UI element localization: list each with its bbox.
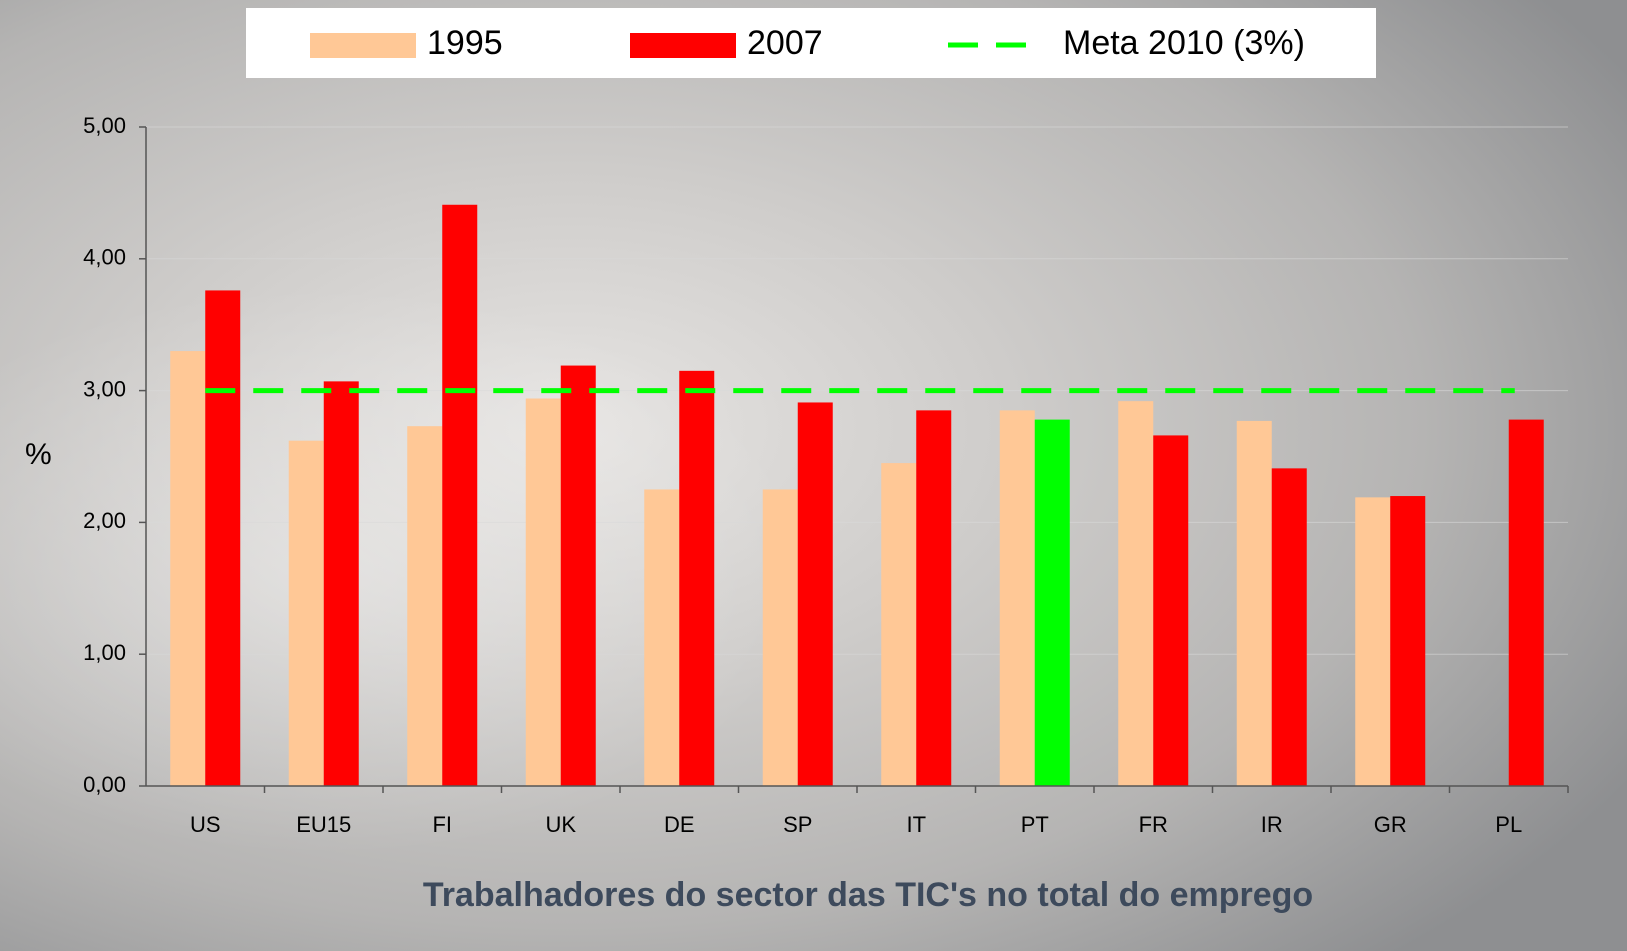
bar bbox=[881, 463, 917, 786]
y-tick-label: 0,00 bbox=[83, 772, 126, 797]
x-tick-label: DE bbox=[664, 812, 695, 837]
bar bbox=[288, 440, 324, 786]
y-tick-label: 5,00 bbox=[83, 113, 126, 138]
x-tick-label: FR bbox=[1139, 812, 1168, 837]
bar bbox=[1508, 419, 1544, 786]
x-tick-label: IR bbox=[1261, 812, 1283, 837]
legend-label: Meta 2010 (3%) bbox=[1063, 24, 1305, 62]
bar bbox=[323, 381, 359, 786]
bar bbox=[1034, 419, 1070, 786]
bar bbox=[1118, 401, 1154, 786]
x-tick-label: SP bbox=[783, 812, 812, 837]
x-tick-label: EU15 bbox=[296, 812, 351, 837]
legend-swatch bbox=[310, 33, 416, 58]
legend-label: 2007 bbox=[747, 24, 823, 62]
legend-swatch bbox=[630, 33, 736, 58]
x-tick-label: IT bbox=[906, 812, 926, 837]
bar bbox=[1236, 420, 1272, 786]
bar bbox=[679, 370, 715, 786]
bar bbox=[1153, 435, 1189, 786]
y-tick-label: 2,00 bbox=[83, 508, 126, 533]
bar bbox=[560, 365, 596, 786]
legend-label: 1995 bbox=[427, 24, 503, 62]
bar bbox=[644, 489, 680, 786]
bar bbox=[1355, 497, 1391, 786]
bar bbox=[407, 426, 443, 786]
bar bbox=[797, 402, 833, 786]
chart-title: Trabalhadores do sector das TIC's no tot… bbox=[423, 876, 1313, 914]
bar bbox=[205, 290, 241, 786]
bar bbox=[525, 398, 561, 786]
x-tick-label: UK bbox=[545, 812, 576, 837]
bar bbox=[1271, 468, 1307, 786]
bar bbox=[916, 410, 952, 786]
bar bbox=[442, 204, 478, 787]
y-axis-label: % bbox=[25, 438, 52, 471]
bar bbox=[762, 489, 798, 786]
x-tick-label: PT bbox=[1021, 812, 1049, 837]
bar bbox=[1390, 496, 1426, 786]
x-tick-label: PL bbox=[1495, 812, 1522, 837]
legend-box bbox=[246, 8, 1376, 78]
y-tick-label: 1,00 bbox=[83, 640, 126, 665]
x-tick-label: GR bbox=[1374, 812, 1407, 837]
y-tick-label: 3,00 bbox=[83, 376, 126, 401]
x-tick-label: FI bbox=[432, 812, 452, 837]
x-tick-label: US bbox=[190, 812, 221, 837]
bar bbox=[170, 351, 206, 786]
y-tick-label: 4,00 bbox=[83, 245, 126, 270]
bar bbox=[999, 410, 1035, 786]
